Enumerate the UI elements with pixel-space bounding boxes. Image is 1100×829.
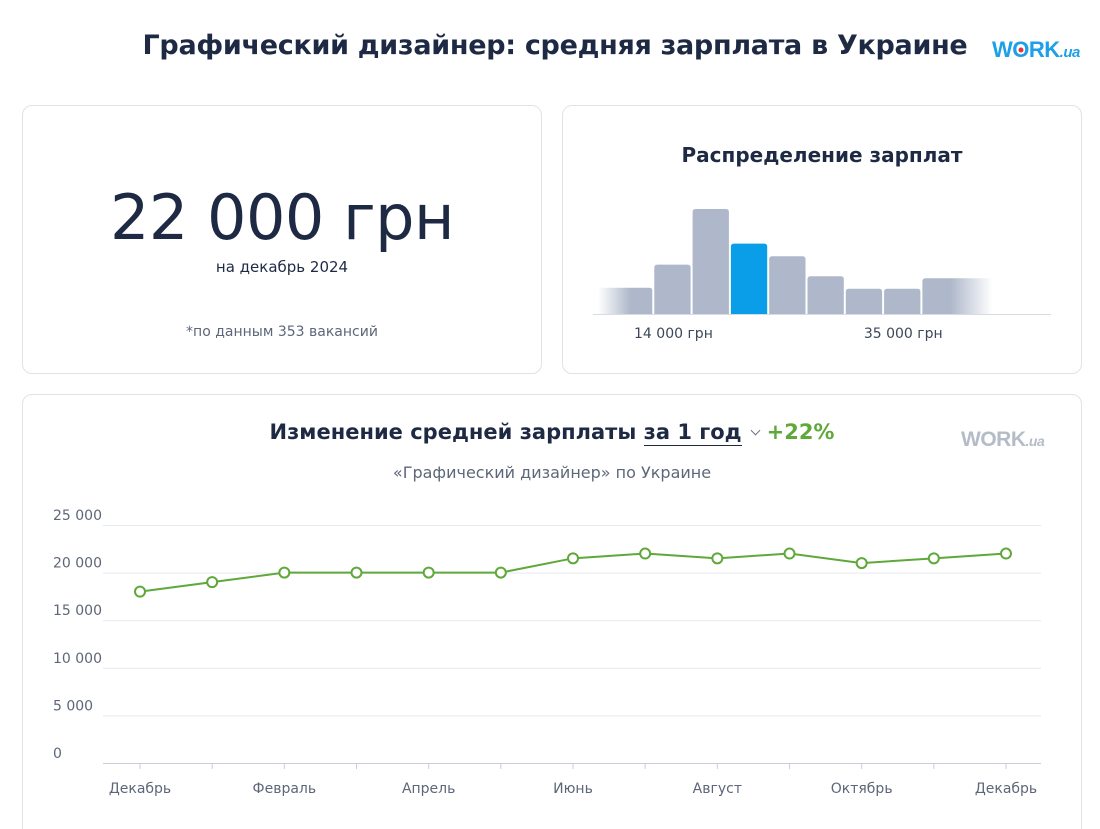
x-tick-label: Декабрь [109,781,171,797]
data-point[interactable] [927,552,940,565]
distribution-bar [692,209,729,314]
salary-distribution-card: Распределение зарплат 14 000 грн 35 000 г… [562,105,1082,374]
data-point[interactable] [1000,547,1012,560]
average-salary-card: 22 000 грн на декабрь 2024 *по данным 35… [22,105,542,374]
distribution-label: 14 000 грн [634,326,713,342]
salary-change-percent: +22% [766,420,835,444]
data-point[interactable] [639,547,652,560]
distribution-bar [654,264,691,314]
salary-trend-card: Изменение средней зарплаты за 1 год +22% … [22,394,1082,829]
x-tick-label: Октябрь [831,781,893,797]
data-point[interactable] [855,557,868,570]
salary-line-chart: 0 5 000 10 000 15 000 20 000 25 000 Декабрь Фев… [53,508,1041,797]
y-tick-label: 5 000 [53,698,93,714]
x-tick-label: Апрель [402,781,455,797]
y-tick-label: 0 [53,746,62,762]
x-tick-label: Февраль [253,781,317,797]
chart-heading-prefix: Изменение средней зарплаты [269,420,637,444]
y-tick-label: 25 000 [53,508,102,524]
distribution-title: Распределение зарплат [681,143,963,167]
y-tick-label: 20 000 [53,556,102,572]
distribution-bar [884,288,921,314]
x-tick-label: Август [693,781,742,797]
distribution-bar [598,287,653,314]
y-tick-label: 10 000 [53,651,102,667]
period-select[interactable]: за 1 год [643,420,742,446]
work-ua-watermark-logo: WORK.ua [961,428,1045,451]
distribution-histogram: 14 000 грн 35 000 грн [593,209,1051,342]
data-point[interactable] [567,552,579,565]
x-tick-label: Декабрь [975,781,1037,797]
average-salary-date: на декабрь 2024 [215,258,349,276]
average-salary-value: 22 000 грн [109,181,455,254]
page-title: Графический дизайнер: средняя зарплата в… [142,30,968,61]
distribution-bar [922,278,993,314]
vacancies-note: *по данным 353 вакансий [186,324,378,340]
distribution-bar-current [730,243,768,314]
data-point[interactable] [278,566,291,579]
data-point[interactable] [350,566,363,579]
data-point[interactable] [206,576,219,589]
x-tick-label: Июнь [553,781,593,797]
work-ua-logo[interactable]: WORK.ua [992,37,1080,62]
chart-heading: Изменение средней зарплаты за 1 год +22% [23,420,1081,446]
data-point[interactable] [422,566,435,579]
distribution-bar [807,276,844,314]
distribution-label: 35 000 грн [864,326,943,342]
data-point[interactable] [783,547,796,560]
data-point[interactable] [711,552,724,565]
chart-subtitle: «Графический дизайнер» по Украине [392,463,712,482]
distribution-bar [769,256,806,314]
data-point[interactable] [494,566,507,579]
distribution-bar [845,288,883,314]
data-point[interactable] [134,585,146,598]
y-tick-label: 15 000 [53,603,102,619]
